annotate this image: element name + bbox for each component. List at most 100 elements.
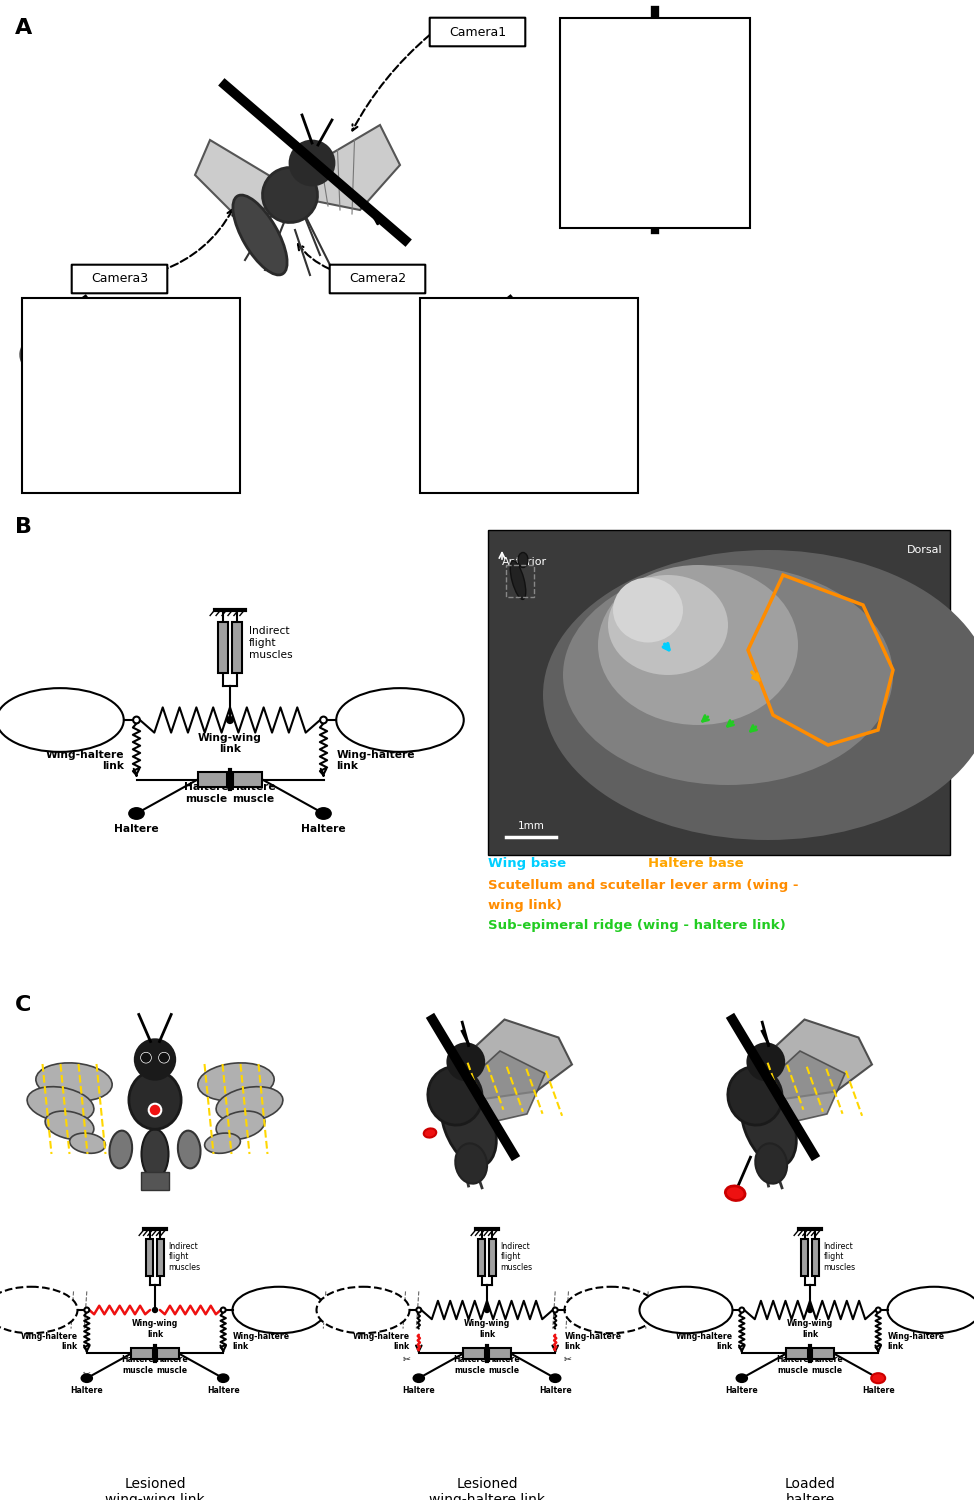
Text: Wing-haltere
link: Wing-haltere link xyxy=(336,750,415,771)
Text: Haltere
muscle: Haltere muscle xyxy=(776,1356,809,1374)
Text: Haltere
muscle: Haltere muscle xyxy=(488,1356,520,1374)
Text: Camera1: Camera1 xyxy=(449,26,506,39)
Ellipse shape xyxy=(20,330,130,390)
Text: C: C xyxy=(15,994,31,1016)
Ellipse shape xyxy=(440,1080,497,1166)
Ellipse shape xyxy=(510,561,526,600)
Polygon shape xyxy=(746,1052,845,1128)
Bar xyxy=(560,18,750,228)
Text: Scutellum and scutellar lever arm (wing -: Scutellum and scutellar lever arm (wing … xyxy=(488,879,799,892)
Text: Lesioned
wing-haltere link: Lesioned wing-haltere link xyxy=(429,1478,545,1500)
Circle shape xyxy=(133,717,140,723)
Text: Sub-epimeral ridge (wing - haltere link): Sub-epimeral ridge (wing - haltere link) xyxy=(488,920,786,932)
Text: Wing-haltere
link: Wing-haltere link xyxy=(233,1332,289,1352)
Bar xyxy=(477,1239,485,1276)
Ellipse shape xyxy=(198,1064,274,1101)
Ellipse shape xyxy=(216,1086,282,1122)
Text: Haltere: Haltere xyxy=(70,1386,103,1395)
Circle shape xyxy=(320,717,327,723)
Text: Haltere
muscle: Haltere muscle xyxy=(156,1356,188,1374)
Text: Haltere: Haltere xyxy=(114,824,159,834)
Circle shape xyxy=(748,1044,784,1080)
Ellipse shape xyxy=(81,1374,93,1383)
Circle shape xyxy=(448,1044,484,1080)
Circle shape xyxy=(526,327,558,358)
Text: Wing: Wing xyxy=(43,714,77,726)
Ellipse shape xyxy=(608,574,728,675)
Text: Haltere
muscle: Haltere muscle xyxy=(810,1356,843,1374)
Ellipse shape xyxy=(263,168,318,222)
Ellipse shape xyxy=(543,550,974,840)
Text: Wing base: Wing base xyxy=(488,856,566,870)
Text: Indirect
flight
muscles: Indirect flight muscles xyxy=(248,627,292,660)
Ellipse shape xyxy=(755,1143,787,1184)
Text: Indirect
flight
muscles: Indirect flight muscles xyxy=(501,1242,533,1272)
Text: Haltere: Haltere xyxy=(402,1386,435,1395)
Bar xyxy=(140,1172,169,1190)
Circle shape xyxy=(876,1308,880,1312)
Text: 1mm: 1mm xyxy=(517,821,544,831)
Text: Wing-wing
link: Wing-wing link xyxy=(787,1320,833,1338)
Bar xyxy=(198,772,228,788)
Ellipse shape xyxy=(736,1374,747,1383)
Ellipse shape xyxy=(455,1143,487,1184)
Text: B: B xyxy=(15,518,32,537)
Text: Indirect
flight
muscles: Indirect flight muscles xyxy=(824,1242,856,1272)
Ellipse shape xyxy=(141,1130,169,1179)
Ellipse shape xyxy=(458,321,562,380)
Ellipse shape xyxy=(45,1112,94,1140)
Ellipse shape xyxy=(27,1086,94,1122)
Ellipse shape xyxy=(336,688,464,752)
Circle shape xyxy=(637,72,673,108)
Circle shape xyxy=(221,1308,226,1312)
FancyBboxPatch shape xyxy=(430,18,525,46)
Ellipse shape xyxy=(0,1287,78,1334)
Ellipse shape xyxy=(613,578,683,642)
Bar xyxy=(218,622,228,674)
Ellipse shape xyxy=(561,96,639,154)
Text: Wing: Wing xyxy=(674,1305,698,1314)
Ellipse shape xyxy=(668,122,726,168)
Ellipse shape xyxy=(563,566,893,784)
Bar xyxy=(157,1239,165,1276)
Text: Wing-haltere
link: Wing-haltere link xyxy=(353,1332,409,1352)
Text: Haltere: Haltere xyxy=(862,1386,894,1395)
Bar xyxy=(801,1239,808,1276)
Text: Wing: Wing xyxy=(351,1305,375,1314)
Circle shape xyxy=(290,141,334,184)
Text: ✂: ✂ xyxy=(564,1354,572,1364)
Bar xyxy=(506,566,534,597)
FancyBboxPatch shape xyxy=(330,264,426,294)
Text: Camera3: Camera3 xyxy=(91,273,148,285)
Circle shape xyxy=(484,1308,490,1312)
Ellipse shape xyxy=(424,1128,436,1137)
Bar xyxy=(786,1348,808,1359)
Text: Wing: Wing xyxy=(19,1305,44,1314)
Text: Haltere: Haltere xyxy=(726,1386,758,1395)
Ellipse shape xyxy=(233,195,287,274)
Text: Wing: Wing xyxy=(267,1305,291,1314)
FancyBboxPatch shape xyxy=(72,264,168,294)
Ellipse shape xyxy=(726,1186,745,1200)
Text: Dorsal: Dorsal xyxy=(907,544,942,555)
Bar xyxy=(488,530,950,855)
Circle shape xyxy=(135,1040,174,1080)
Bar xyxy=(233,772,262,788)
Text: wing link): wing link) xyxy=(488,898,562,912)
Circle shape xyxy=(85,1308,90,1312)
Text: Anterior: Anterior xyxy=(502,556,547,567)
Circle shape xyxy=(739,1308,744,1312)
Ellipse shape xyxy=(540,374,581,447)
Text: Wing-wing
link: Wing-wing link xyxy=(464,1320,510,1338)
Ellipse shape xyxy=(565,1287,657,1334)
Ellipse shape xyxy=(887,1287,974,1334)
Text: Lesioned
wing-wing link: Lesioned wing-wing link xyxy=(105,1478,205,1500)
Text: Indirect
flight
muscles: Indirect flight muscles xyxy=(169,1242,201,1272)
Text: Wing: Wing xyxy=(383,714,417,726)
Text: Haltere: Haltere xyxy=(206,1386,240,1395)
Ellipse shape xyxy=(518,552,528,567)
Ellipse shape xyxy=(549,1374,561,1383)
Circle shape xyxy=(140,1053,151,1064)
Circle shape xyxy=(159,1053,169,1064)
Text: Haltere
muscle: Haltere muscle xyxy=(231,782,276,804)
